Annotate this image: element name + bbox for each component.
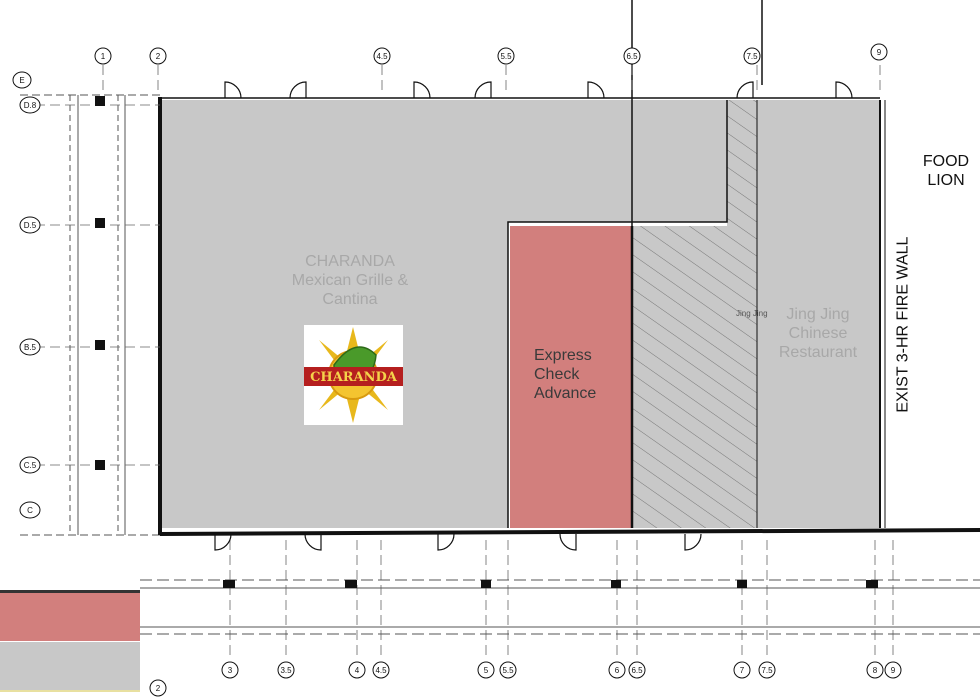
door-swings	[214, 81, 853, 551]
charanda-logo: CHARANDA	[304, 325, 403, 425]
left-walkway-lines	[20, 94, 160, 536]
grid-bubble-label: 4.5	[375, 666, 387, 675]
jing-jing-label-line: Jing Jing	[786, 306, 850, 323]
charanda-logo-text: CHARANDA	[310, 370, 398, 385]
grid-bubble-label: D.5	[24, 221, 37, 230]
charanda-space	[162, 100, 727, 528]
grid-bubble-label: 5.5	[502, 666, 514, 675]
food-lion-line: LION	[927, 172, 965, 190]
grid-bubble-label: D.8	[24, 101, 37, 110]
grid-bubble-label: 3	[228, 666, 233, 675]
food-lion-label: FOOD LION	[918, 152, 974, 190]
eca-label-line: Check	[534, 366, 580, 384]
bottom-grid-bubbles	[149, 661, 902, 697]
top-grid-bubbles	[94, 43, 888, 65]
left-grid-bubble-labels: E D.8 D.5 B.5 C.5 C	[19, 76, 36, 515]
grid-bubble-label: 4.5	[376, 52, 388, 61]
grid-bubble-label: C	[27, 506, 33, 515]
bottom-walkway-lines	[140, 579, 980, 635]
grid-bubble-label: 6	[615, 666, 620, 675]
charanda-label: CHARANDA Mexican Grille & Cantina	[255, 252, 445, 310]
grid-bubble-label: 7.5	[746, 52, 758, 61]
top-grid-bubble-labels: 1 2 4.5 5.5 6.5 7.5 9	[101, 48, 882, 61]
grid-bubble-label: C.5	[24, 461, 37, 470]
grid-bubble-label: B.5	[24, 343, 37, 352]
column-markers	[95, 96, 878, 588]
walls	[158, 0, 980, 536]
grid-bubble-label: 7.5	[761, 666, 773, 675]
bottom-grid-bubble-labels: 2 3 3.5 4 4.5 5 5.5 6 6.5 7 7.5 8 9	[156, 666, 896, 693]
grid-bubble-label: 9	[877, 48, 882, 57]
food-lion-line: FOOD	[922, 153, 970, 170]
legend-swatch-express	[0, 590, 140, 641]
grid-bubble-label: 7	[740, 666, 745, 675]
grid-bubble-label: 6.5	[631, 666, 643, 675]
grid-bubble-label: 3.5	[280, 666, 292, 675]
grid-bubble-label: E	[19, 76, 24, 85]
eca-label-line: Express	[534, 347, 592, 364]
express-check-advance-space	[510, 226, 632, 528]
charanda-logo-art: CHARANDA	[304, 327, 403, 423]
left-grid-bubbles	[12, 71, 41, 519]
grid-bubble-label: 8	[873, 666, 878, 675]
jing-jing-label-line: Restaurant	[778, 344, 858, 362]
legend-swatch-available	[0, 642, 140, 692]
grid-bubble-label: 5	[484, 666, 489, 675]
express-check-advance-label: Express Check Advance	[512, 346, 627, 404]
grid-bubble-label: 9	[891, 666, 896, 675]
fire-wall-label: EXIST 3-HR FIRE WALL	[894, 236, 912, 413]
grid-lines	[20, 65, 894, 660]
charanda-label-line: CHARANDA	[305, 253, 395, 270]
grid-bubble-label: 2	[156, 52, 161, 61]
grid-bubble-label: 1	[101, 52, 106, 61]
eca-label-line: Advance	[534, 385, 597, 403]
jing-jing-small-label: Jing Jing	[736, 309, 768, 318]
grid-bubble-label: 4	[355, 666, 360, 675]
grid-bubble-label: 2	[156, 684, 161, 693]
grid-bubble-label: 6.5	[626, 52, 638, 61]
jing-jing-label-line: Chinese	[788, 325, 848, 343]
jing-jing-label: Jing Jing Chinese Restaurant	[762, 305, 874, 363]
grid-bubble-label: 5.5	[500, 52, 512, 61]
jing-jing-space	[757, 100, 880, 528]
charanda-label-line: Mexican Grille &	[291, 272, 409, 290]
charanda-label-line: Cantina	[322, 291, 378, 309]
hatched-vacant-space	[632, 100, 757, 528]
